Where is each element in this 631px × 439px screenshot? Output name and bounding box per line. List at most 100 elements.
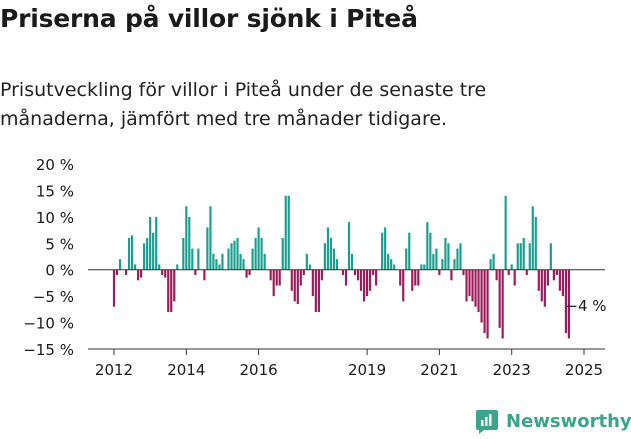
bar — [278, 269, 281, 286]
bar — [215, 259, 218, 270]
bar — [209, 206, 212, 270]
bar — [390, 259, 393, 270]
bar — [564, 269, 568, 334]
bar — [531, 206, 534, 270]
bar — [275, 269, 278, 286]
bar — [329, 238, 333, 270]
bars — [112, 195, 571, 339]
bar — [203, 269, 206, 281]
bar — [167, 269, 170, 312]
x-tick-label: 2012 — [95, 361, 133, 379]
bar — [549, 243, 552, 270]
chart-subtitle: Prisutveckling för villor i Piteå under … — [0, 79, 487, 130]
bar — [540, 269, 543, 302]
bar — [245, 269, 248, 278]
bar — [170, 269, 173, 312]
bar — [362, 269, 366, 302]
bar — [444, 238, 447, 270]
bar — [423, 264, 426, 270]
bar — [456, 248, 459, 270]
bar — [516, 243, 519, 270]
y-axis-labels: 20 % 15 % 10 % 5 % 0 % −5 % −10 % −15 % — [23, 156, 74, 359]
bar — [118, 259, 122, 270]
bar — [269, 269, 272, 281]
bar — [480, 269, 483, 323]
annotation-label: −4 % — [565, 297, 606, 315]
y-tick-label: −15 % — [23, 341, 74, 359]
bar — [299, 269, 302, 286]
bar — [112, 269, 116, 307]
bar — [350, 253, 354, 270]
chart-title: Priserna på villor sjönk i Piteå — [0, 4, 418, 33]
bar — [335, 259, 339, 270]
bar — [218, 264, 221, 270]
bar — [143, 243, 146, 270]
bar — [471, 269, 474, 302]
bar — [414, 269, 417, 286]
bar — [462, 269, 465, 275]
bar — [356, 269, 360, 281]
bar — [405, 248, 408, 270]
bar — [468, 269, 471, 297]
bar — [561, 269, 565, 297]
bar — [489, 259, 492, 270]
bar — [411, 269, 414, 291]
bar — [176, 264, 179, 270]
bar — [320, 269, 323, 281]
bar — [381, 232, 384, 270]
bar — [393, 264, 396, 270]
bar — [552, 269, 555, 281]
bar — [537, 269, 540, 291]
x-tick-label: 2021 — [420, 361, 458, 379]
bar — [323, 243, 326, 270]
bar — [375, 269, 378, 286]
bar — [513, 269, 516, 286]
y-tick-label: 20 % — [36, 156, 74, 174]
bar — [450, 269, 453, 281]
bar — [495, 269, 498, 281]
bar — [293, 269, 296, 302]
bar — [251, 248, 254, 270]
bar — [507, 269, 510, 275]
bar — [483, 269, 486, 334]
bar — [525, 269, 528, 275]
bar — [326, 227, 330, 270]
x-axis: 2012 2014 2016 2019 2021 2023 2025 — [95, 349, 603, 379]
bar — [555, 269, 558, 275]
bar — [498, 269, 501, 328]
bar — [332, 248, 336, 270]
x-tick-label: 2016 — [240, 361, 278, 379]
bar — [257, 227, 260, 270]
bar — [133, 264, 137, 270]
bar — [504, 195, 507, 270]
bar — [359, 269, 363, 291]
bar — [260, 238, 263, 270]
y-tick-label: 0 % — [45, 262, 74, 280]
bar — [239, 253, 242, 270]
bar — [290, 269, 293, 291]
bar — [242, 259, 245, 270]
bar — [272, 269, 275, 297]
bar — [311, 269, 314, 297]
bar — [263, 253, 266, 270]
bar — [387, 253, 390, 270]
bar — [287, 195, 290, 270]
bar — [438, 269, 441, 275]
bar — [137, 269, 140, 281]
bar — [486, 269, 489, 339]
y-tick-label: 5 % — [45, 235, 74, 253]
bar — [522, 238, 525, 270]
bar — [281, 238, 284, 270]
bar — [230, 243, 233, 270]
bar — [140, 269, 143, 278]
bar — [365, 269, 369, 297]
bar — [124, 269, 128, 275]
bar — [305, 253, 308, 270]
x-tick-label: 2019 — [348, 361, 386, 379]
bar — [194, 269, 197, 275]
y-tick-label: 15 % — [36, 182, 74, 200]
bar — [426, 222, 429, 270]
bar — [353, 269, 357, 275]
bar — [182, 238, 185, 270]
